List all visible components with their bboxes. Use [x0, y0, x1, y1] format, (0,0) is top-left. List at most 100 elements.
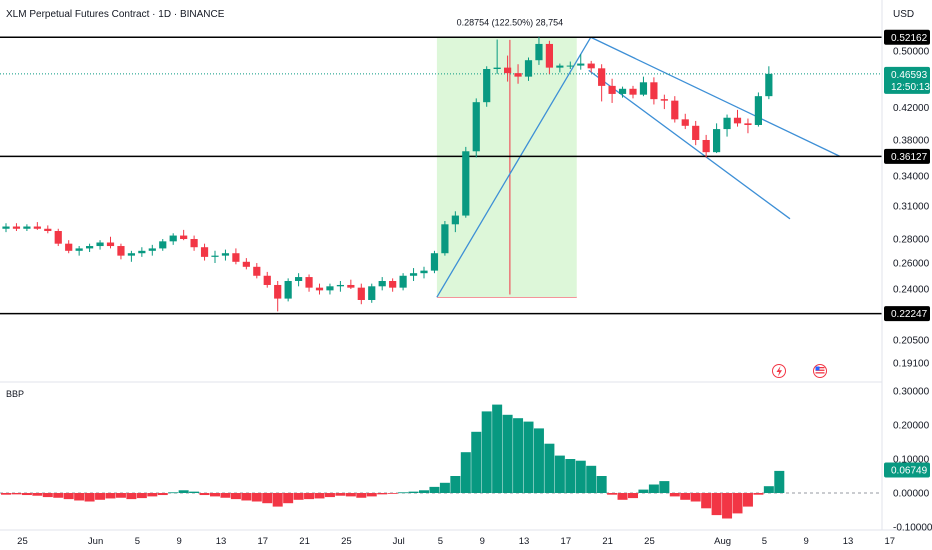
bbp-bar — [638, 489, 649, 493]
bbp-bar — [241, 493, 252, 501]
bbp-bar — [471, 431, 482, 493]
candle-body — [106, 242, 115, 247]
bbp-bar — [648, 484, 659, 493]
bbp-bar — [565, 459, 576, 493]
candle-body — [315, 287, 324, 291]
candle-body — [430, 253, 439, 271]
time-tick-label: 17 — [885, 536, 896, 547]
descending-channel[interactable] — [588, 36, 841, 220]
bbp-bar — [53, 493, 64, 498]
us-flag-icon[interactable] — [813, 364, 827, 378]
level-price-badge[interactable] — [884, 29, 930, 45]
lightning-icon[interactable] — [772, 364, 786, 378]
level-price-label: 0.36127 — [891, 152, 928, 163]
channel-upper-line[interactable] — [590, 36, 841, 157]
bbp-bar — [533, 428, 544, 493]
candle-body — [514, 73, 522, 77]
price-tick-label: 0.38000 — [893, 135, 930, 146]
chart-title: XLM Perpetual Futures Contract · 1D · BI… — [6, 9, 225, 20]
candle-body — [117, 246, 125, 256]
time-tick-label: 21 — [299, 536, 310, 547]
bbp-bar — [398, 492, 409, 494]
bbp-bar — [732, 493, 743, 514]
price-tick-label: 0.50000 — [893, 47, 930, 58]
candle-body — [545, 43, 553, 68]
candle-body — [650, 82, 658, 100]
bbp-bar — [251, 493, 262, 502]
bbp-bar — [774, 470, 785, 493]
bbp-bar — [304, 493, 315, 500]
bbp-bar — [262, 493, 273, 504]
bbp-axis[interactable]: 0.30000 0.20000 0.10000 0.00000 -0.10000 — [893, 387, 932, 534]
candle-body — [702, 139, 710, 153]
candle-body — [399, 275, 407, 288]
current-price-label: 0.46593 — [891, 70, 928, 81]
candle-body — [389, 280, 397, 288]
candle-body — [221, 253, 230, 256]
time-tick-label: Jul — [393, 536, 405, 547]
bbp-bar — [742, 493, 753, 507]
bbp-bar — [544, 443, 555, 493]
bbp-current-badge[interactable] — [884, 462, 930, 478]
price-tick-label: 0.20500 — [893, 336, 930, 347]
candle-body — [368, 286, 376, 300]
candle-body — [483, 69, 491, 103]
candle-body — [451, 215, 459, 225]
candle-body — [54, 231, 62, 244]
candle-body — [232, 253, 240, 262]
level-price-badge[interactable] — [884, 306, 930, 322]
measure-range-box[interactable] — [436, 37, 577, 298]
candle-body — [765, 73, 773, 97]
bbp-bar — [554, 455, 565, 493]
candle-body — [556, 65, 564, 68]
rise-trend-line[interactable] — [436, 36, 592, 298]
bbp-bar — [42, 493, 53, 498]
current-price-badge[interactable] — [884, 66, 930, 94]
candle-body — [65, 243, 73, 251]
candle-body — [44, 228, 52, 232]
candle-body — [577, 63, 585, 66]
bbp-bar — [450, 476, 461, 493]
time-tick-label: 13 — [843, 536, 854, 547]
level-price-badge[interactable] — [884, 148, 930, 164]
time-tick-label: 17 — [258, 536, 269, 547]
bbp-bars — [1, 404, 785, 519]
bbp-bar — [460, 452, 471, 493]
time-tick-label: 5 — [135, 536, 140, 547]
candle-body — [420, 270, 428, 274]
price-axis[interactable]: 0.50000 0.42000 0.38000 0.34000 0.31000 0.280… — [893, 47, 930, 370]
candle-body — [148, 248, 156, 251]
candle-body — [253, 266, 261, 276]
currency-label[interactable]: USD — [893, 9, 914, 20]
candle-body — [33, 226, 41, 229]
level-price-label: 0.52162 — [891, 33, 928, 44]
candle-body — [263, 275, 271, 285]
bbp-bar — [429, 486, 440, 493]
candle-body — [169, 235, 177, 242]
time-tick-label: 25 — [644, 536, 655, 547]
time-axis[interactable]: 25 Jun 5 9 13 17 21 25 Jul 5 9 13 17 21 25 Aug 5 9 13 17 — [17, 536, 895, 547]
bbp-bar — [345, 493, 356, 497]
bbp-tick-label: 0.00000 — [893, 489, 930, 500]
candle-body — [347, 284, 355, 288]
candle-body — [242, 261, 250, 267]
time-tick-label: 25 — [17, 536, 28, 547]
bbp-bar — [711, 493, 722, 516]
candle-body — [441, 224, 449, 254]
bbp-bar — [628, 493, 638, 499]
bbp-bar — [136, 493, 147, 499]
channel-lower-line[interactable] — [588, 69, 791, 220]
bbp-tick-label: -0.10000 — [893, 523, 932, 534]
bbp-label: BBP — [6, 389, 24, 399]
time-tick-label: 9 — [177, 536, 182, 547]
measure-label: 0.28754 (122.50%) 28,754 — [457, 17, 564, 27]
candle-body — [96, 242, 104, 247]
bbp-bar — [387, 493, 398, 494]
bbp-bar — [199, 493, 210, 496]
time-tick-label: 5 — [762, 536, 767, 547]
bbp-bar — [356, 493, 367, 498]
candle-body — [472, 102, 480, 152]
candle-body — [12, 226, 21, 229]
bbp-bar — [596, 476, 607, 493]
